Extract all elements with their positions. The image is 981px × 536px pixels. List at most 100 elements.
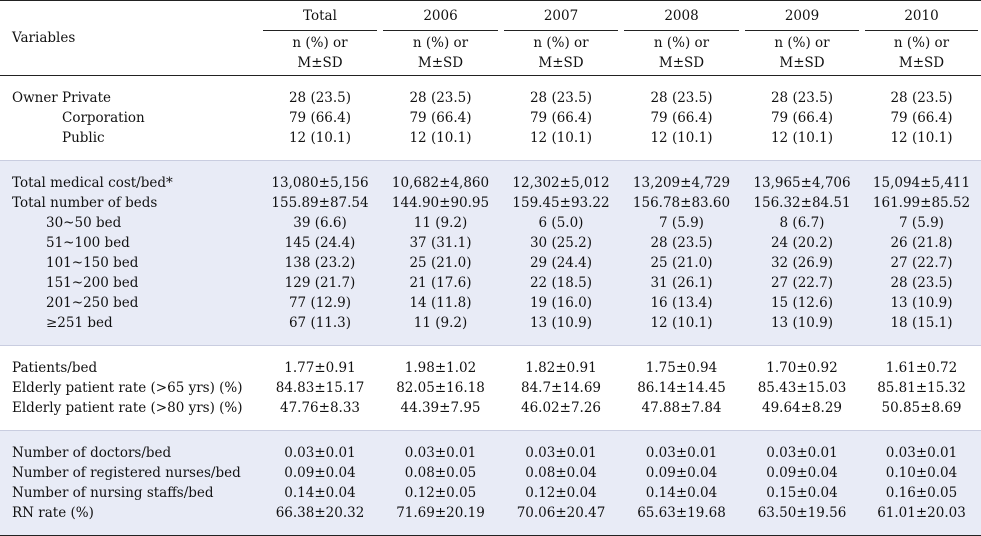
table-cell: 39 (6.6) — [293, 215, 347, 231]
table-cell: 0.14±0.04 — [645, 485, 718, 501]
table-section: Patients/bed 1.77±0.91 1.98±1.02 1.82±0.91 1… — [0, 345, 981, 431]
table-cell: 0.03±0.01 — [885, 445, 958, 461]
table-cell: 0.12±0.05 — [404, 485, 477, 501]
table-cell: 27 (22.7) — [770, 275, 834, 291]
subheader-line-2: M±SD — [297, 55, 343, 71]
table-cell: 44.39±7.95 — [400, 400, 481, 416]
spacer-cell — [0, 345, 981, 358]
table-cell: 79 (66.4) — [288, 110, 352, 126]
table-cell: 12 (10.1) — [770, 130, 834, 146]
table-cell: 25 (21.0) — [409, 255, 472, 271]
subheader-line-1: n (%) or — [292, 35, 348, 51]
row-label: ≥251 bed — [46, 315, 113, 331]
table-cell: 13,080±5,156 — [271, 175, 369, 191]
table-cell: 0.08±0.04 — [525, 465, 597, 481]
table-cell: 0.03±0.01 — [645, 445, 718, 461]
column-header-label: Total — [263, 2, 377, 31]
table-cell: 0.03±0.01 — [525, 445, 597, 461]
table-cell: 31 (26.1) — [650, 275, 713, 291]
table-cell: 65.63±19.68 — [637, 505, 726, 521]
table-cell: 84.7±14.69 — [520, 380, 602, 396]
table-cell: 15,094±5,411 — [872, 175, 971, 191]
table-cell: 0.16±0.05 — [885, 485, 958, 501]
table-row: 51~100 bed 145 (24.4) 37 (31.1) 30 (25.2) 28… — [0, 233, 981, 253]
table-section: Number of doctors/bed 0.03±0.01 0.03±0.01 0… — [0, 430, 981, 536]
table-cell: 0.09±0.04 — [766, 465, 838, 481]
subheader-line-2: M±SD — [417, 55, 464, 71]
table-cell: 46.02±7.26 — [520, 400, 602, 416]
table-cell: 1.98±1.02 — [404, 360, 477, 376]
table-cell: 25 (21.0) — [650, 255, 713, 271]
row-label: Public — [62, 130, 105, 146]
variables-header: Variables — [0, 0, 260, 76]
table-cell: 1.75±0.94 — [645, 360, 718, 376]
table-cell: 28 (23.5) — [409, 90, 472, 106]
row-label: 30~50 bed — [46, 215, 122, 231]
table-row: Total medical cost/bed* 13,080±5,156 10,68… — [0, 173, 981, 193]
column-header-2008: 2008 — [621, 0, 742, 31]
table-row: Number of doctors/bed 0.03±0.01 0.03±0.01 0… — [0, 443, 981, 463]
table-cell: 32 (26.9) — [770, 255, 834, 271]
row-label: Patients/bed — [12, 360, 98, 376]
table-row: Public 12 (10.1) 12 (10.1) 12 (10.1) 12 (10.… — [0, 128, 981, 148]
table-row: RN rate (%) 66.38±20.32 71.69±20.19 70.06±2… — [0, 503, 981, 523]
subheader-line-1: n (%) or — [412, 35, 469, 51]
table-cell: 0.03±0.01 — [404, 445, 477, 461]
subheader-line-1: n (%) or — [893, 35, 950, 51]
subheader-line-2: M±SD — [779, 55, 825, 71]
section-spacer — [0, 345, 981, 358]
subheader-row: n (%) or M±SD n (%) or M±SD n (%) or M±SD n (%… — [0, 31, 981, 76]
table-cell: 28 (23.5) — [650, 90, 713, 106]
table-cell: 0.14±0.04 — [284, 485, 356, 501]
table-row: 151~200 bed 129 (21.7) 21 (17.6) 22 (18.5) 3… — [0, 273, 981, 293]
table-cell: 138 (23.2) — [284, 255, 356, 271]
table-row: 101~150 bed 138 (23.2) 25 (21.0) 29 (24.4) 2… — [0, 253, 981, 273]
spacer-cell — [0, 418, 981, 431]
table-cell: 0.08±0.05 — [404, 465, 477, 481]
table-cell: 13 (10.9) — [529, 315, 593, 331]
table-cell: 155.89±87.54 — [271, 195, 369, 211]
table-row: Number of nursing staffs/bed 0.14±0.04 0.1… — [0, 483, 981, 503]
table-cell: 71.69±20.19 — [396, 505, 485, 521]
spacer-cell — [0, 333, 981, 346]
table-cell: 19 (16.0) — [529, 295, 593, 311]
section-spacer — [0, 418, 981, 431]
column-header-label: 2008 — [624, 2, 739, 31]
table-cell: 29 (24.4) — [529, 255, 593, 271]
table-row: 30~50 bed 39 (6.6) 11 (9.2) 6 (5.0) 7 (5.9) 8… — [0, 213, 981, 233]
table-cell: 161.99±85.52 — [872, 195, 971, 211]
row-label: Number of registered nurses/bed — [12, 465, 241, 481]
table-cell: 12 (10.1) — [890, 130, 953, 146]
table-row: 201~250 bed 77 (12.9) 14 (11.8) 19 (16.0) 16… — [0, 293, 981, 313]
table-cell: 129 (21.7) — [284, 275, 356, 291]
table-cell: 61.01±20.03 — [877, 505, 966, 521]
column-subheader: n (%) or M±SD — [742, 31, 862, 76]
table-row: Number of registered nurses/bed 0.09±0.04… — [0, 463, 981, 483]
row-label: Elderly patient rate (>80 yrs) (%) — [12, 400, 243, 416]
table-cell: 1.82±0.91 — [525, 360, 597, 376]
table-cell: 12 (10.1) — [650, 315, 713, 331]
table-cell: 13 (10.9) — [770, 315, 834, 331]
table-cell: 28 (23.5) — [890, 90, 953, 106]
row-label: 151~200 bed — [46, 275, 139, 291]
row-label: Elderly patient rate (>65 yrs) (%) — [12, 380, 243, 396]
table-cell: 1.61±0.72 — [885, 360, 958, 376]
column-header-label: 2007 — [504, 2, 618, 31]
table-cell: 7 (5.9) — [899, 215, 944, 231]
subheader-line-2: M±SD — [538, 55, 584, 71]
section-spacer — [0, 523, 981, 536]
table-cell: 0.15±0.04 — [766, 485, 838, 501]
table-cell: 0.09±0.04 — [284, 465, 356, 481]
column-subheader: n (%) or M±SD — [621, 31, 742, 76]
table-cell: 49.64±8.29 — [761, 400, 843, 416]
table-row: Elderly patient rate (>80 yrs) (%) 47.76±… — [0, 398, 981, 418]
table-row: ≥251 bed 67 (11.3) 11 (9.2) 13 (10.9) 12 (10… — [0, 313, 981, 333]
table-cell: 12 (10.1) — [409, 130, 472, 146]
table-row: Elderly patient rate (>65 yrs) (%) 84.83±… — [0, 378, 981, 398]
column-header-label: 2010 — [865, 2, 978, 31]
table-cell: 14 (11.8) — [409, 295, 472, 311]
table-cell: 22 (18.5) — [529, 275, 593, 291]
table-cell: 28 (23.5) — [288, 90, 352, 106]
table-cell: 13 (10.9) — [890, 295, 953, 311]
table-cell: 28 (23.5) — [890, 275, 953, 291]
